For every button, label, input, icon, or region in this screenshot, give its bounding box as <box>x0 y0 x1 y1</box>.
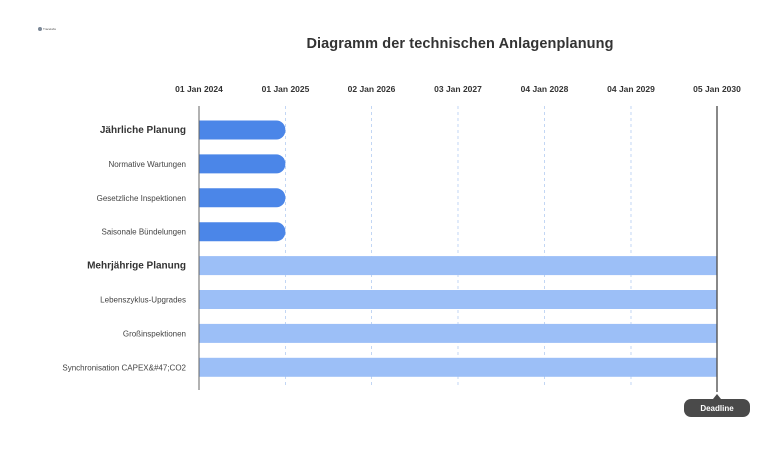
x-tick-label: 01 Jan 2024 <box>175 84 223 94</box>
row-label: Synchronisation CAPEX&#47;CO2 <box>62 363 186 372</box>
row-label: Gesetzliche Inspektionen <box>97 194 186 203</box>
gantt-bar <box>199 290 717 309</box>
logo-text: Tracelabs <box>43 27 57 31</box>
deadline-label: Deadline <box>700 404 734 413</box>
gantt-bar <box>199 188 286 208</box>
gantt-bar <box>199 357 717 377</box>
gantt-bar <box>199 120 286 140</box>
logo: Tracelabs <box>38 26 60 32</box>
row-label: Normative Wartungen <box>108 160 186 169</box>
row-label: Großinspektionen <box>123 329 186 338</box>
row-group-label: Jährliche Planung <box>100 125 186 136</box>
row-label: Saisonale Bündelungen <box>101 228 186 237</box>
x-tick-label: 04 Jan 2029 <box>607 84 655 94</box>
deadline-marker-pointer <box>713 394 721 399</box>
x-tick-label: 03 Jan 2027 <box>434 84 482 94</box>
x-tick-label: 01 Jan 2025 <box>262 84 310 94</box>
x-tick-label: 05 Jan 2030 <box>693 84 741 94</box>
gantt-bar <box>199 154 286 174</box>
logo-icon <box>38 27 42 31</box>
row-group-label: Mehrjährige Planung <box>87 261 186 272</box>
gantt-bar <box>199 323 717 343</box>
gantt-bar <box>199 222 286 242</box>
row-label: Lebenszyklus-Upgrades <box>100 296 186 305</box>
x-tick-label: 04 Jan 2028 <box>521 84 569 94</box>
deadline-marker <box>684 399 750 417</box>
chart-title: Diagramm der technischen Anlagenplanung <box>306 36 614 52</box>
x-tick-label: 02 Jan 2026 <box>348 84 396 94</box>
gantt-bar <box>199 256 717 276</box>
